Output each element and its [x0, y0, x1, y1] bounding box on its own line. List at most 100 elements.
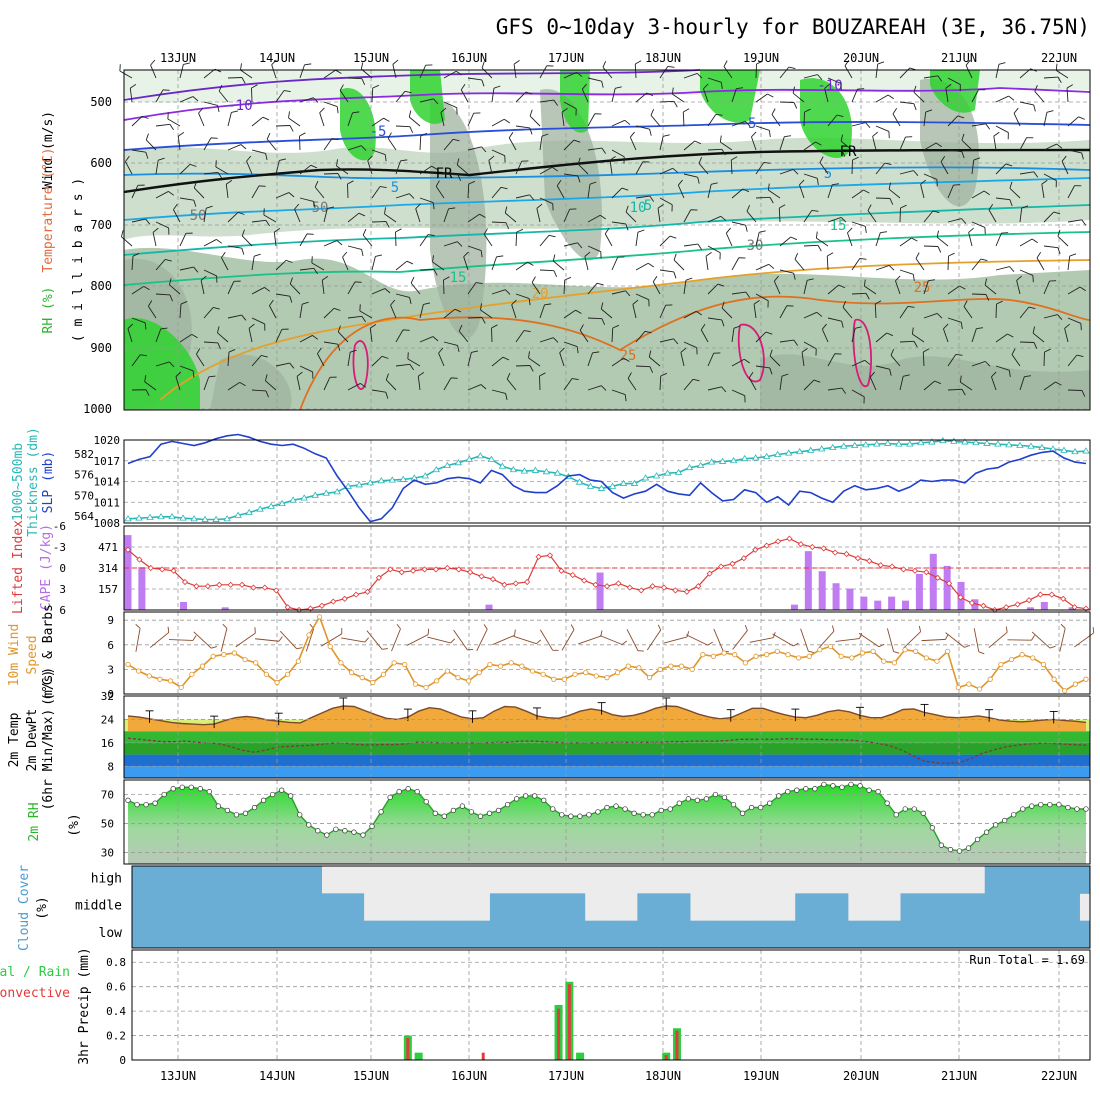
wind-speed-line-point [924, 656, 928, 660]
cloud-cell [269, 893, 280, 921]
cloud-cell [132, 921, 143, 949]
wind-speed-line-point [1041, 662, 1045, 666]
rh-point [415, 789, 420, 794]
cloud-cell [300, 893, 311, 921]
rh-tick: 50 [101, 817, 114, 830]
cape-bar [125, 535, 132, 610]
wind-speed-line-point [317, 615, 321, 619]
rh-point [496, 808, 501, 813]
rh-point [957, 849, 962, 854]
rh-point [794, 788, 799, 793]
cloud-cell [648, 921, 659, 949]
rh-point [343, 828, 348, 833]
wind-speed-line-point [371, 680, 375, 684]
rh-point [686, 797, 691, 802]
cape-bar [888, 597, 895, 610]
cloud-cell [1016, 921, 1027, 949]
cloud-cell [216, 866, 227, 894]
wind-speed-line-point [1052, 677, 1056, 681]
date-label-top: 13JUN [160, 51, 196, 65]
rh-point [993, 823, 998, 828]
cloud-cell [964, 893, 975, 921]
cloud-cell [248, 921, 259, 949]
cloud-cell [964, 921, 975, 949]
wind-speed-line-point [147, 674, 151, 678]
level-tick: 600 [90, 156, 112, 170]
precip-tick: 0.6 [106, 981, 126, 994]
rh-point [478, 814, 483, 819]
rh-point [569, 814, 574, 819]
rh-point [442, 814, 447, 819]
rh-point [596, 810, 601, 815]
wind-speed-line-point [945, 649, 949, 653]
wind-tick: 6 [107, 639, 114, 652]
cloud-cell [564, 921, 575, 949]
cape-bar [485, 605, 492, 610]
cloud-cell [216, 921, 227, 949]
cloud-cell [848, 921, 859, 949]
wind-speed-line-point [871, 649, 875, 653]
cloud-cell [311, 921, 322, 949]
cloud-cell [1069, 893, 1080, 921]
rh-point [469, 810, 474, 815]
cloud-cell [237, 866, 248, 894]
isotherm-label: -10 [227, 98, 252, 114]
rh-point [1039, 802, 1044, 807]
cloud-cell [374, 921, 385, 949]
cloud-cell [953, 893, 964, 921]
cloud-cell [995, 921, 1006, 949]
thickness-tick: 582 [74, 448, 94, 461]
wind-speed-line-point [1073, 682, 1077, 686]
wind-speed-line-point [626, 664, 630, 668]
cloud-cell [185, 866, 196, 894]
rh-point [1020, 807, 1025, 812]
wind-speed-line-point [477, 670, 481, 674]
rh-point [1011, 812, 1016, 817]
cloud-cell [679, 893, 690, 921]
wind-speed-line-point [232, 651, 236, 655]
rh-label-b: (%) [67, 813, 82, 836]
precip-label-c: 3hr Precip (mm) [77, 947, 92, 1064]
cloud-cell [385, 921, 396, 949]
cloud-cell [1027, 893, 1038, 921]
precip-tick: 0 [119, 1054, 126, 1067]
cloud-cell [606, 921, 617, 949]
wind-speed-line-point [935, 659, 939, 663]
rh-point [523, 794, 528, 799]
cloud-cell [732, 921, 743, 949]
precip-conv-bar [665, 1055, 668, 1060]
rh-point [153, 801, 158, 806]
cloud-cell [690, 921, 701, 949]
wind-speed-line-point [456, 675, 460, 679]
date-label-bottom: 16JUN [451, 1069, 487, 1083]
cloud-cell [132, 893, 143, 921]
cloud-cell [911, 893, 922, 921]
wind-speed-line-point [296, 659, 300, 663]
li-tick: -3 [53, 541, 66, 554]
rh-point [831, 783, 836, 788]
cape-bar [930, 554, 937, 610]
temp-label-a: 2m Temp [7, 712, 22, 767]
li-tick: 6 [59, 604, 66, 617]
rh-point [578, 814, 583, 819]
level-tick: 500 [90, 95, 112, 109]
cloud-cell [353, 893, 364, 921]
rh-label-a: 2m RH [27, 802, 42, 841]
cloud-cell [922, 921, 933, 949]
cloud-cell [216, 893, 227, 921]
level-tick: 800 [90, 279, 112, 293]
wind-speed-line-point [615, 670, 619, 674]
li-tick: 0 [59, 562, 66, 575]
cape-label-a: Lifted Index [11, 520, 26, 614]
cloud-cell [1006, 893, 1017, 921]
rh-point [225, 808, 230, 813]
run-total: Run Total = 1.69 [969, 953, 1085, 967]
cloud-cell [522, 893, 533, 921]
date-label-top: 19JUN [743, 51, 779, 65]
rh-point [270, 792, 275, 797]
cloud-cell [427, 921, 438, 949]
cloud-cell [858, 921, 869, 949]
cloud-cell [574, 921, 585, 949]
cloud-cell [532, 893, 543, 921]
cloud-cell [1079, 866, 1090, 894]
